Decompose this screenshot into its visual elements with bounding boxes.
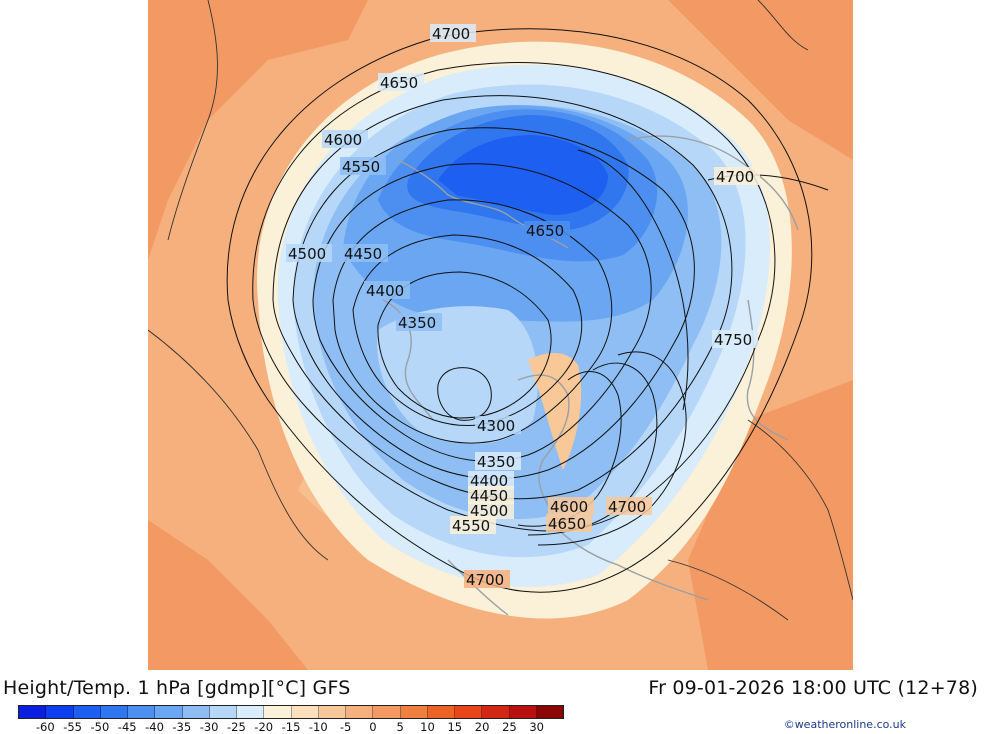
contour-label: 4500 [470,502,508,520]
colorbar-tick-label: -35 [172,720,192,734]
contour-label: 4400 [366,282,404,300]
colorbar-tick-label: 25 [502,720,517,734]
colorbar-tick-label: -40 [145,720,164,734]
contour-label: 4700 [608,498,646,516]
contour-label: 4700 [466,571,504,589]
contour-label: 4600 [550,498,588,516]
warm-patch-sw [148,520,308,670]
contour-4500 [312,163,652,462]
colorbar-swatch [291,706,319,718]
colorbar-tick-label: -10 [308,720,328,734]
contour-label: 4350 [477,453,515,471]
contour-label: 4650 [548,515,586,533]
colorbar-tick-label: 5 [396,720,404,734]
colorbar-swatch [237,706,265,718]
colorbar-tick-label: -25 [226,720,246,734]
colorbar [18,705,564,719]
contour-4450 [332,199,613,444]
contour-label: 4400 [470,472,508,490]
contour-label-group: 4700 4650 4600 4550 4500 4450 4400 4350 … [286,24,760,589]
colorbar-swatch [373,706,401,718]
contour-label: 4500 [288,245,326,263]
colorbar-swatch [19,706,47,718]
colorbar-swatch [46,706,74,718]
map-title: Height/Temp. 1 hPa [gdmp][°C] GFS [3,677,351,699]
polar-vortex-center [377,306,538,444]
warm-patch-ne [668,0,853,160]
contour-ridge [577,149,689,411]
weather-map: 4700 4650 4600 4550 4500 4450 4400 4350 … [148,0,853,670]
colorbar-tick-label: 0 [369,720,377,734]
cold-core [438,135,608,215]
contour-label: 4450 [344,245,382,263]
colorbar-swatch [264,706,292,718]
colorbar-swatch [427,706,455,718]
contour-label: 4650 [526,222,564,240]
colorbar-swatch [100,706,128,718]
contour-east-3 [537,351,687,546]
colorbar-tick-label: -50 [90,720,110,734]
contour-label: 4300 [477,417,515,435]
colorbar-swatch [400,706,428,718]
contour-label: 4550 [342,158,380,176]
contour-label: 4550 [452,517,490,535]
colorbar-tick-label: -20 [254,720,274,734]
colorbar-swatch [73,706,101,718]
contour-4700 [226,28,813,593]
contour-4300 [437,367,492,421]
contour-label: 4450 [470,487,508,505]
colorbar-tick-label: -55 [63,720,82,734]
colorbar-swatch [482,706,510,718]
colorbar-swatch [182,706,210,718]
colorbar-tick-label: 10 [420,720,435,734]
warm-intrusion [528,353,582,470]
borders [148,0,853,621]
map-canvas: 4700 4650 4600 4550 4500 4450 4400 4350 … [148,0,853,670]
colorbar-swatch [509,706,537,718]
colorbar-tick-label: -30 [199,720,219,734]
credit-link[interactable]: ©weatheronline.co.uk [783,718,906,731]
contour-4550 [292,127,695,480]
contour-4400 [352,234,583,427]
contour-label: 4600 [324,131,362,149]
contour-4350 [377,271,552,419]
colorbar-swatch [346,706,374,718]
contour-label: 4700 [716,168,754,186]
colorbar-tick-label: 30 [529,720,545,734]
colorbar-tick-label: -60 [35,720,55,734]
colorbar-tick-label: -5 [339,720,352,734]
colorbar-tick-label: -15 [281,720,301,734]
colorbar-swatch [155,706,183,718]
warm-patch-se [688,380,853,670]
colorbar-tick-label: 20 [474,720,490,734]
colorbar-tick-label: -45 [117,720,137,734]
valid-time: Fr 09-01-2026 18:00 UTC (12+78) [648,677,978,699]
colorbar-labels: -60 -55 -50 -45 -40 -35 -30 -25 -20 -15 -10 -5 0 5 10 1… [18,720,564,734]
contour-label: 4650 [380,74,418,92]
coastlines [382,135,799,616]
contour-label: 4750 [714,331,752,349]
contour-label: 4350 [398,314,436,332]
colorbar-swatch [455,706,483,718]
contour-label: 4700 [432,25,470,43]
colorbar-swatch [128,706,156,718]
colorbar-swatch [318,706,346,718]
colorbar-swatch [209,706,237,718]
colorbar-tick-label: 15 [447,720,463,734]
warm-patch-nw [148,0,368,260]
colorbar-swatch [536,706,563,718]
